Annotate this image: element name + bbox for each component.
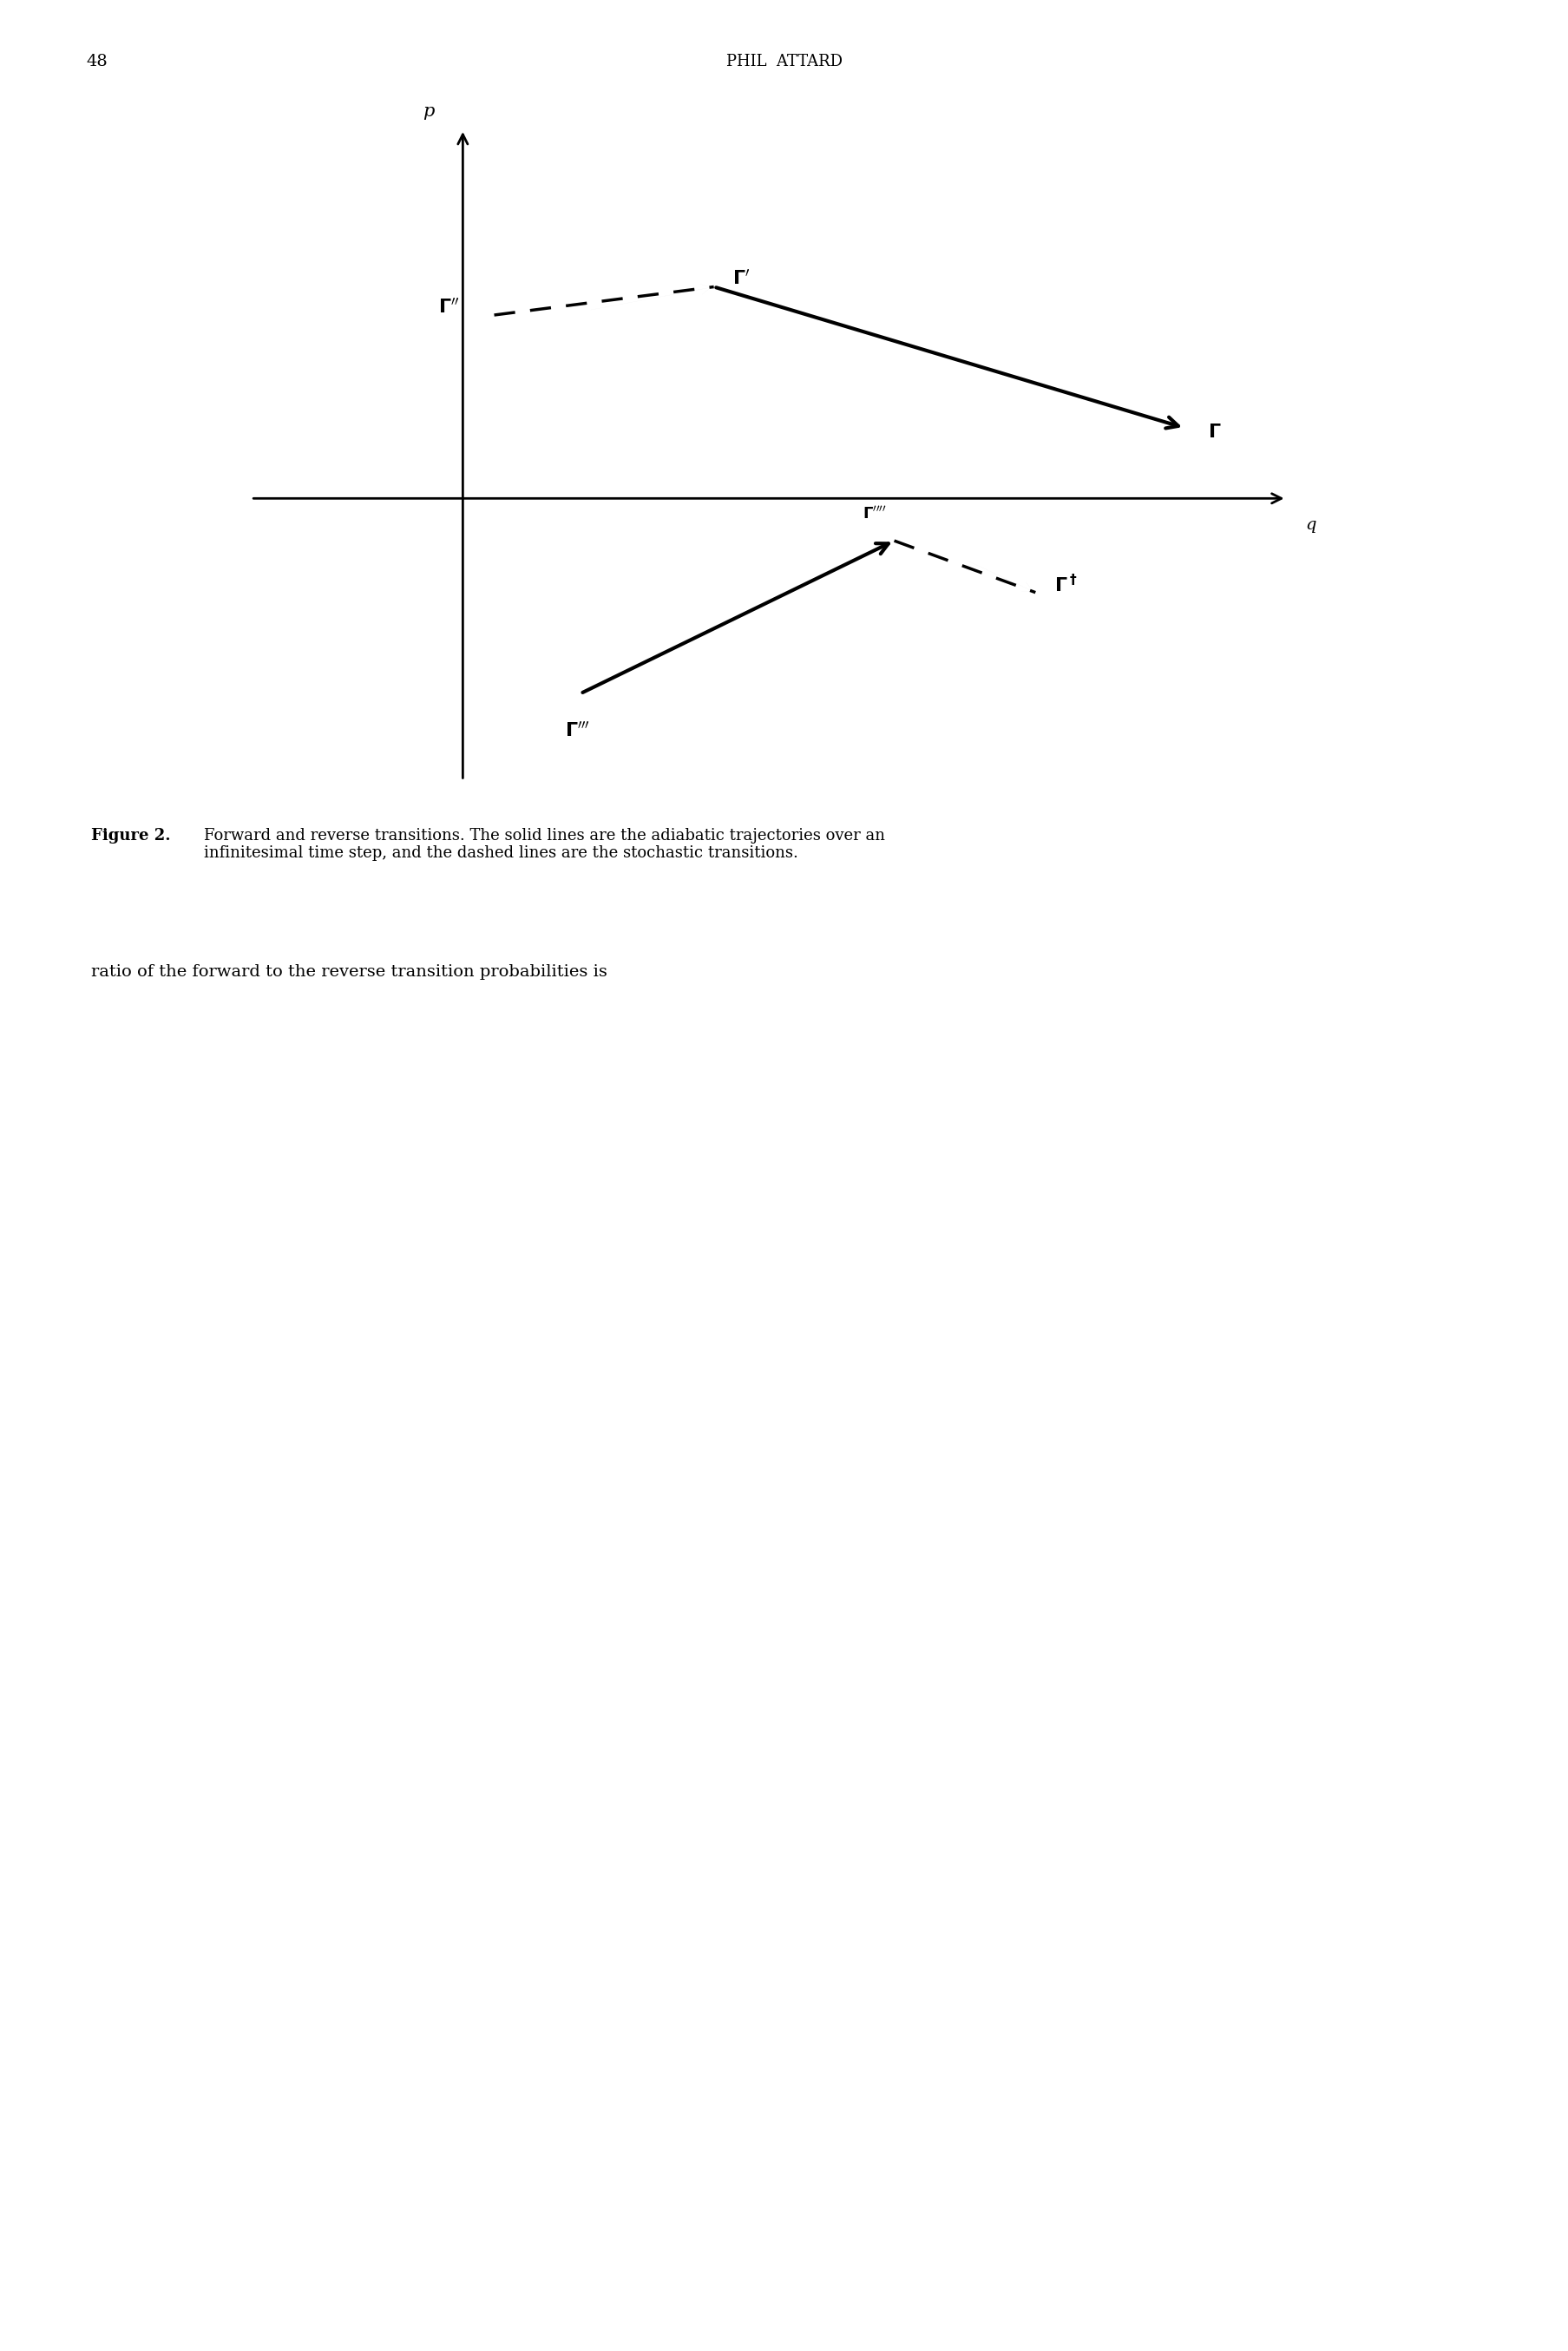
Text: $\mathbf{\Gamma''}$: $\mathbf{\Gamma''}$ — [437, 299, 459, 317]
Text: PHIL  ATTARD: PHIL ATTARD — [726, 54, 842, 71]
Text: p: p — [423, 103, 434, 120]
Text: $\mathbf{\Gamma'}$: $\mathbf{\Gamma'}$ — [732, 270, 750, 289]
Text: 48: 48 — [86, 54, 108, 71]
Text: Figure 2.: Figure 2. — [91, 828, 171, 844]
Text: q: q — [1305, 517, 1316, 534]
Text: $\mathbf{\Gamma''''}$: $\mathbf{\Gamma''''}$ — [862, 505, 886, 522]
Text: $\mathbf{\Gamma^\dagger}$: $\mathbf{\Gamma^\dagger}$ — [1054, 574, 1077, 597]
Text: $\mathbf{\Gamma}$: $\mathbf{\Gamma}$ — [1207, 423, 1221, 442]
Text: $\mathbf{\Gamma'''}$: $\mathbf{\Gamma'''}$ — [564, 722, 590, 741]
Text: ratio of the forward to the reverse transition probabilities is: ratio of the forward to the reverse tran… — [91, 964, 607, 980]
Text: Forward and reverse transitions. The solid lines are the adiabatic trajectories : Forward and reverse transitions. The sol… — [204, 828, 884, 860]
